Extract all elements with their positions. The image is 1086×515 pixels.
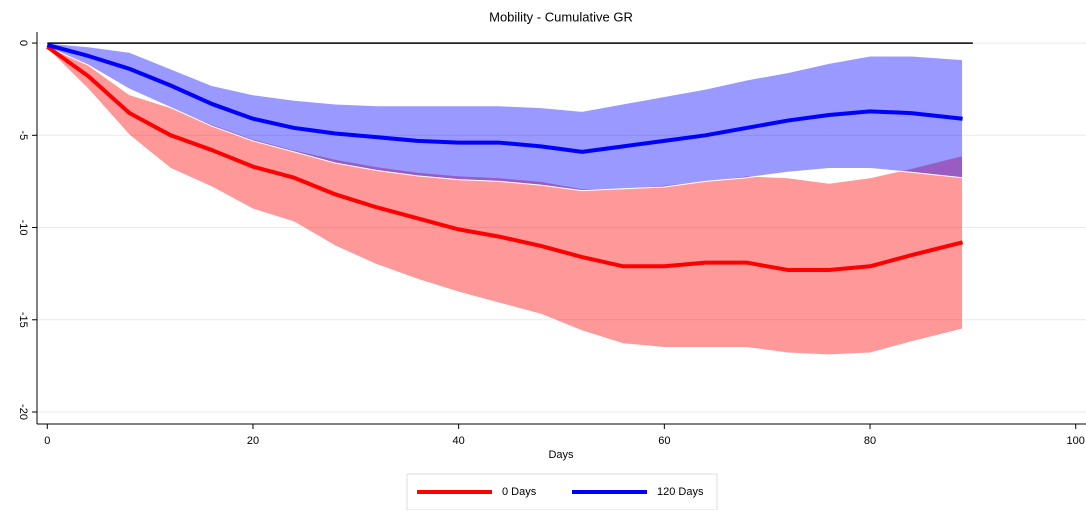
chart-title: Mobility - Cumulative GR xyxy=(489,9,633,24)
legend-label: 0 Days xyxy=(502,486,537,498)
confidence-band xyxy=(46,44,964,356)
series-line xyxy=(46,42,963,154)
y-tick-label: -5 xyxy=(17,130,29,140)
y-tick-label: 0 xyxy=(17,40,29,46)
x-tick-label: 80 xyxy=(864,435,876,447)
x-tick-label: 40 xyxy=(453,435,465,447)
y-tick-label: -10 xyxy=(17,220,29,236)
x-tick-label: 100 xyxy=(1067,435,1085,447)
x-axis-label: Days xyxy=(548,449,574,461)
confidence-band xyxy=(46,42,964,192)
x-tick-label: 60 xyxy=(658,435,670,447)
series-line xyxy=(46,45,964,272)
y-tick-label: -15 xyxy=(17,312,29,328)
x-tick-label: 20 xyxy=(247,435,259,447)
x-tick-label: 0 xyxy=(44,435,50,447)
y-tick-label: -20 xyxy=(17,404,29,420)
legend-label: 120 Days xyxy=(657,486,704,498)
